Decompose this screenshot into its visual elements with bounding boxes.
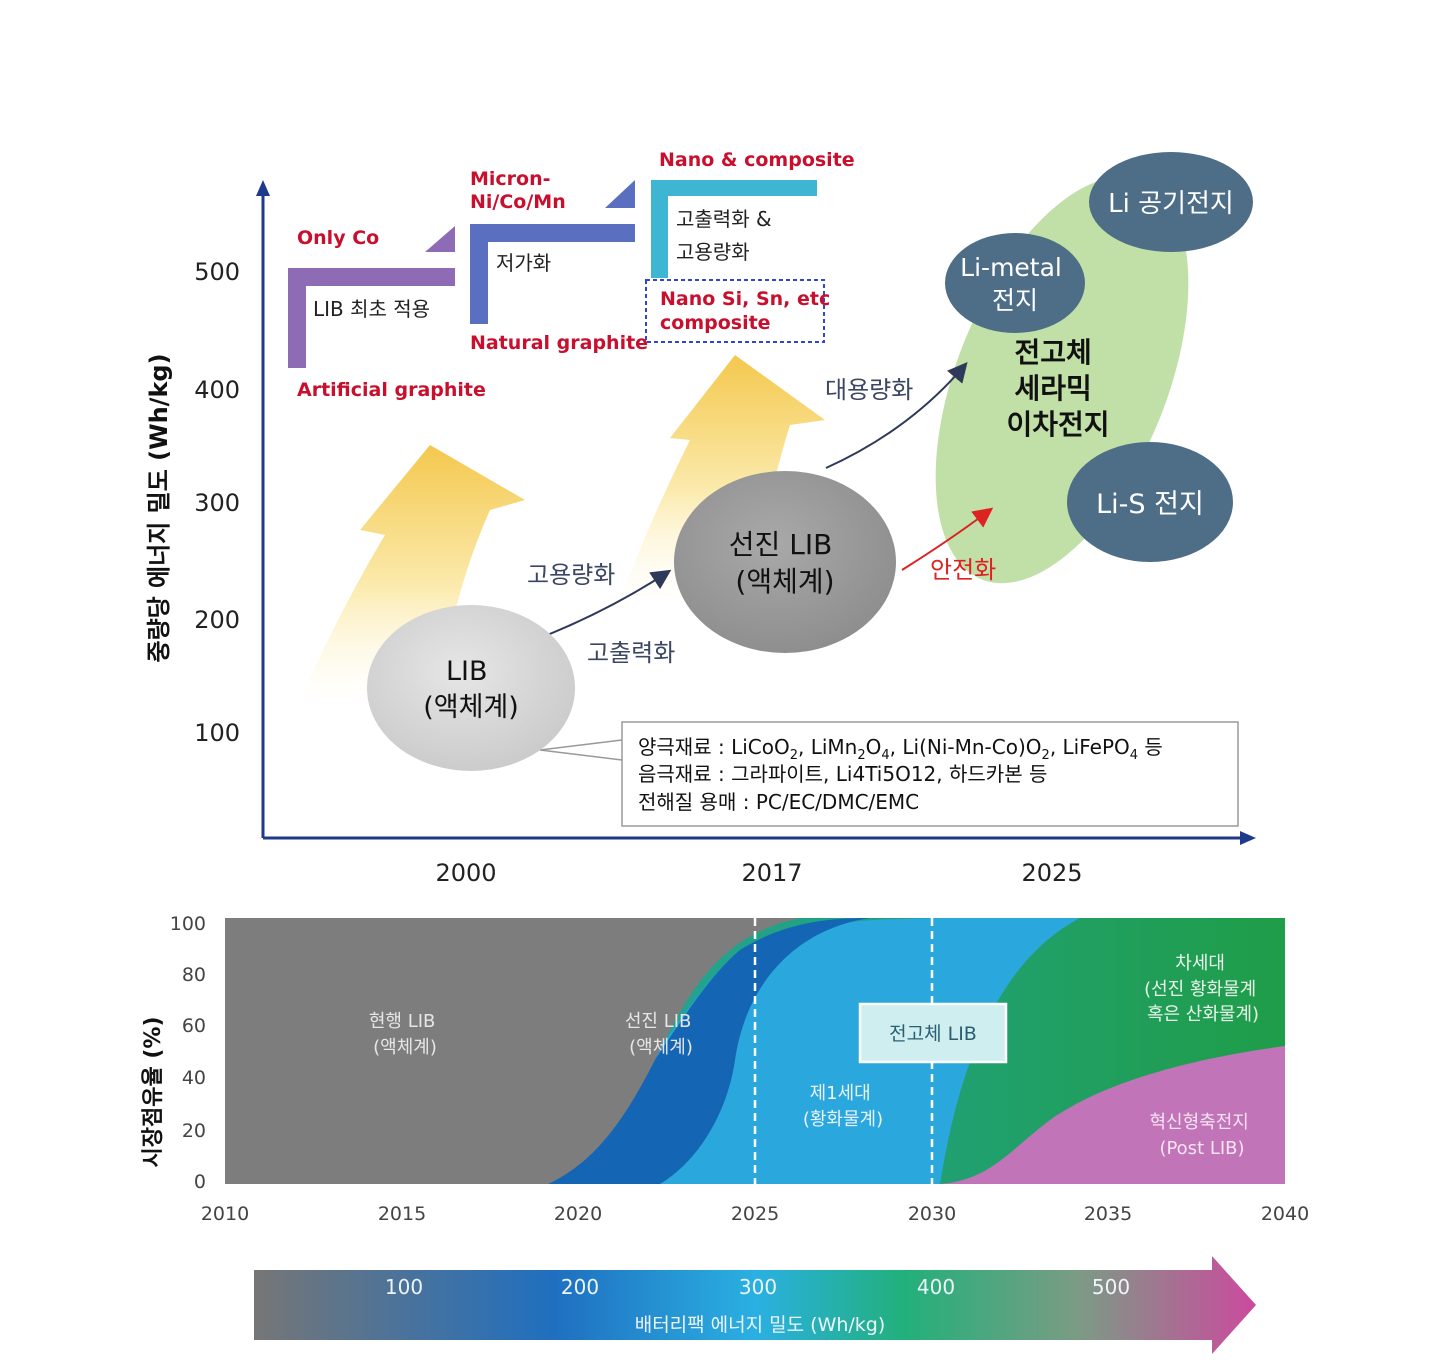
node-advanced-lib: 선진 LIB (액체계)	[674, 471, 896, 653]
materials-cathode: 양극재료 : LiCoO2, LiMn2O4, Li(Ni-Mn-Co)O2, …	[638, 735, 1163, 763]
step-3: Nano & composite 고출력화 & 고용량화 Nano Si, Sn…	[645, 149, 855, 343]
node-solid-state: 전고체 세라믹 이차전지	[1006, 336, 1109, 441]
svg-text:선진 LIB (액체계): 선진 LIB (액체계)	[729, 528, 841, 598]
materials-anode: 음극재료 : 그라파이트, Li4Ti5O12, 하드카본 등	[638, 762, 1047, 786]
top-y-axis-label: 중량당 에너지 밀도 (Wh/kg)	[145, 353, 173, 662]
label-high-power: 고출력화	[587, 639, 675, 667]
step-1-bottom-label: Artificial graphite	[297, 379, 486, 401]
top-y-tick: 500	[194, 258, 240, 286]
step-2: Micron- Ni/Co/Mn 저가화 Natural graphite	[470, 168, 648, 354]
bottom-x-tick: 2010	[201, 1203, 249, 1225]
bottom-y-ticks: 0 20 40 60 80 100	[170, 913, 206, 1193]
top-x-tick: 2025	[1021, 859, 1082, 887]
step-3-top-label: Nano & composite	[659, 149, 855, 171]
density-tick: 200	[561, 1275, 599, 1299]
region-advanced	[548, 918, 870, 1184]
materials-box: 양극재료 : LiCoO2, LiMn2O4, Li(Ni-Mn-Co)O2, …	[621, 721, 1239, 827]
bottom-x-ticks: 2010 2015 2020 2025 2030 2035 2040	[201, 1203, 1309, 1225]
step-3-inner: 고출력화 & 고용량화	[676, 207, 778, 264]
label-post-lib: 혁신형축전지 (Post LIB)	[1149, 1112, 1254, 1159]
node-lib: LIB (액체계)	[367, 605, 575, 771]
top-x-tick: 2017	[741, 859, 802, 887]
step-2-inner: 저가화	[496, 251, 551, 275]
materials-electrolyte: 전해질 용매 : PC/EC/DMC/EMC	[638, 790, 919, 814]
bottom-y-tick: 60	[182, 1015, 206, 1037]
step-3-bottom-label: Nano Si, Sn, etc composite	[660, 288, 837, 334]
bottom-y-tick: 0	[194, 1171, 206, 1193]
bottom-x-tick: 2035	[1084, 1203, 1132, 1225]
bottom-x-tick: 2015	[378, 1203, 426, 1225]
svg-text:LIB (액체계): LIB (액체계)	[423, 656, 519, 723]
label-advanced-lib: 선진 LIB (액체계)	[625, 1011, 697, 1058]
top-y-tick: 400	[194, 376, 240, 404]
step-2-top-label: Micron- Ni/Co/Mn	[470, 168, 566, 213]
bottom-x-tick: 2020	[554, 1203, 602, 1225]
density-tick: 500	[1092, 1275, 1130, 1299]
solid-state-lib-box: 전고체 LIB	[858, 1002, 1008, 1064]
density-tick: 100	[385, 1275, 423, 1299]
step-1-top-label: Only Co	[297, 227, 379, 249]
bottom-y-tick: 20	[182, 1120, 206, 1142]
density-tick: 300	[739, 1275, 777, 1299]
top-x-ticks: 2000 2017 2025	[435, 859, 1082, 887]
bottom-y-tick: 40	[182, 1067, 206, 1089]
energy-density-arrow: 100 200 300 400 500 배터리팩 에너지 밀도 (Wh/kg)	[254, 1256, 1256, 1354]
node-li-s: Li-S 전지	[1067, 442, 1233, 562]
bottom-x-tick: 2040	[1261, 1203, 1309, 1225]
arrow-lib-to-advanced	[539, 569, 672, 639]
arrow-safety	[901, 507, 994, 571]
top-y-tick: 100	[194, 719, 240, 747]
step-1: Only Co LIB 최초 적용 Artificial graphite	[288, 226, 486, 401]
bottom-y-tick: 100	[170, 913, 206, 935]
region-post-lib	[940, 1046, 1285, 1184]
step-2-bottom-label: Natural graphite	[470, 332, 648, 354]
step-1-inner: LIB 최초 적용	[313, 297, 430, 321]
label-current-lib: 현행 LIB (액체계)	[369, 1011, 441, 1058]
node-li-metal: Li-metal 전지	[945, 233, 1085, 333]
top-y-tick: 300	[194, 489, 240, 517]
svg-text:Li-metal 전지: Li-metal 전지	[960, 253, 1070, 315]
top-x-tick: 2000	[435, 859, 496, 887]
growth-arrow-1	[300, 445, 525, 700]
top-y-ticks: 100 200 300 400 500	[194, 258, 240, 747]
label-high-capacity: 고용량화	[527, 561, 615, 589]
bottom-y-axis-label: 시장점유율 (%)	[141, 1016, 166, 1167]
growth-arrow-2	[620, 355, 825, 600]
density-label: 배터리팩 에너지 밀도 (Wh/kg)	[635, 1314, 886, 1336]
top-y-tick: 200	[194, 606, 240, 634]
svg-text:전고체 LIB: 전고체 LIB	[889, 1023, 977, 1045]
region-current	[225, 918, 800, 1184]
market-share-chart: 현행 LIB (액체계) 선진 LIB (액체계) 제1세대 (황화물계) 전고…	[225, 918, 1285, 1184]
svg-text:Li-S 전지: Li-S 전지	[1096, 489, 1204, 520]
bottom-x-tick: 2030	[908, 1203, 956, 1225]
svg-text:Li 공기전지: Li 공기전지	[1108, 189, 1234, 219]
label-gen1: 제1세대 (황화물계)	[803, 1083, 883, 1130]
label-large-capacity: 대용량화	[825, 376, 913, 404]
arrow-advanced-to-future	[825, 361, 968, 469]
label-safety: 안전화	[930, 556, 996, 584]
bottom-x-tick: 2025	[731, 1203, 779, 1225]
density-tick: 400	[917, 1275, 955, 1299]
label-next-gen: 차세대 (선진 황화물계 혹은 산화물계)	[1144, 953, 1262, 1025]
node-li-air: Li 공기전지	[1089, 152, 1253, 252]
bottom-y-tick: 80	[182, 964, 206, 986]
